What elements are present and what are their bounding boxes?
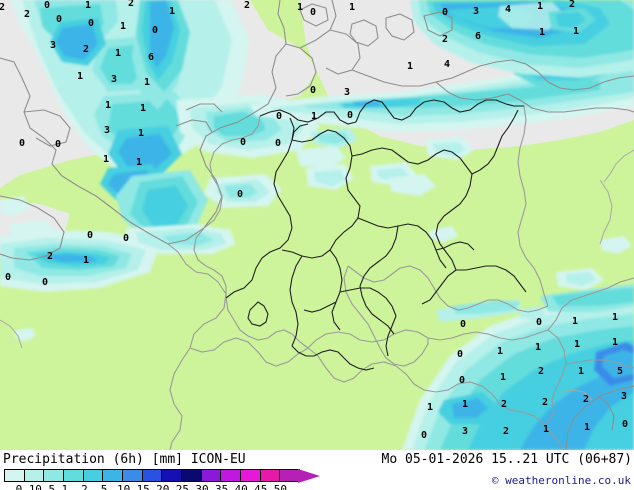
precipitation-field	[10, 0, 250, 244]
legend-tick-25: 25	[175, 483, 190, 490]
legend-tick-35: 35	[214, 483, 229, 490]
legend-swatch-1	[24, 470, 45, 481]
legend-swatch-10	[201, 470, 222, 481]
legend-tick-1: 1	[61, 483, 69, 490]
footer-title: Precipitation (6h) [mm] ICON-EU	[3, 452, 246, 467]
legend-swatch-11	[221, 470, 242, 481]
legend-swatch-12	[241, 470, 261, 481]
legend-swatch-7	[142, 470, 163, 481]
legend-swatch-6	[123, 470, 143, 481]
precipitation-legend[interactable]: 0.1 0.5 1 2 5 10 15 20 25 30 35 40 45 50	[4, 469, 320, 490]
legend-swatch-4	[83, 470, 104, 481]
national-borders	[167, 105, 634, 450]
legend-tick-20: 20	[156, 483, 170, 490]
legend-tick-40: 40	[234, 483, 248, 490]
legend-tick-labels: 0.1 0.5 1 2 5 10 15 20 25 30 35 40 45 50	[4, 483, 320, 490]
legend-tick-2: 2	[81, 483, 88, 490]
legend-tick-10: 10	[116, 483, 131, 490]
precip-alps-adriatic	[402, 268, 634, 450]
precip-ne-baltic	[410, 0, 634, 78]
legend-overflow-arrow-icon	[298, 469, 320, 483]
legend-tick-30: 30	[195, 483, 209, 490]
legend-tick-15: 15	[136, 483, 150, 490]
legend-swatch-14	[280, 470, 300, 481]
footer-credit: © weatheronline.co.uk	[491, 474, 631, 487]
legend-swatch-2	[44, 470, 65, 481]
german-state-borders	[225, 99, 527, 371]
legend-tick-45: 45	[254, 483, 268, 490]
legend-tick-5: 5	[100, 483, 108, 490]
map-footer: Precipitation (6h) [mm] ICON-EU Mo 05-01…	[0, 450, 634, 490]
legend-colour-bar[interactable]	[4, 469, 300, 482]
precip-channel	[0, 224, 236, 292]
legend-tick-50: 50	[273, 483, 288, 490]
legend-swatch-9	[182, 470, 202, 481]
legend-swatch-5	[103, 470, 124, 481]
map-canvas	[0, 0, 634, 450]
legend-swatch-0	[5, 470, 25, 481]
legend-swatch-13	[260, 470, 281, 481]
legend-swatch-8	[162, 470, 183, 481]
legend-tick-0.5: 0.5	[35, 483, 56, 490]
legend-swatch-3	[64, 470, 84, 481]
secondary-borders	[0, 149, 634, 401]
legend-tick-0.1: 0.1	[15, 483, 36, 490]
footer-datetime: Mo 05-01-2026 15..21 UTC (06+87)	[381, 452, 632, 467]
